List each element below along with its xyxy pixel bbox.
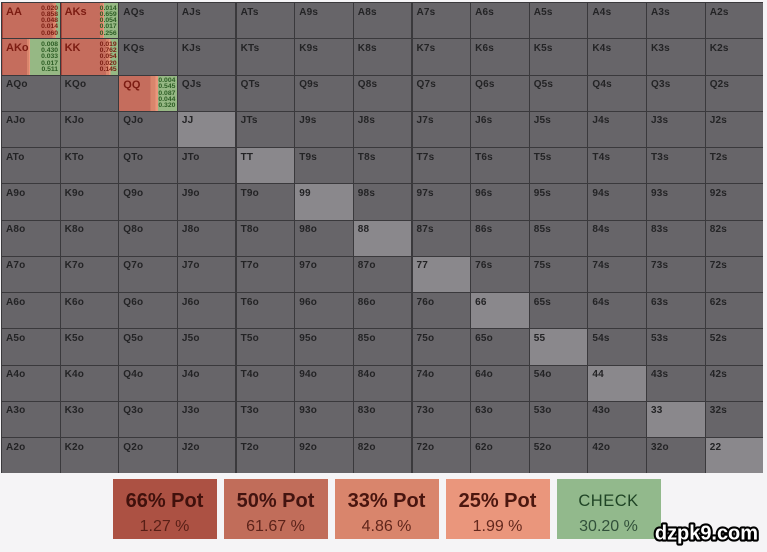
svg-text:dzpk9.com: dzpk9.com <box>655 522 758 544</box>
